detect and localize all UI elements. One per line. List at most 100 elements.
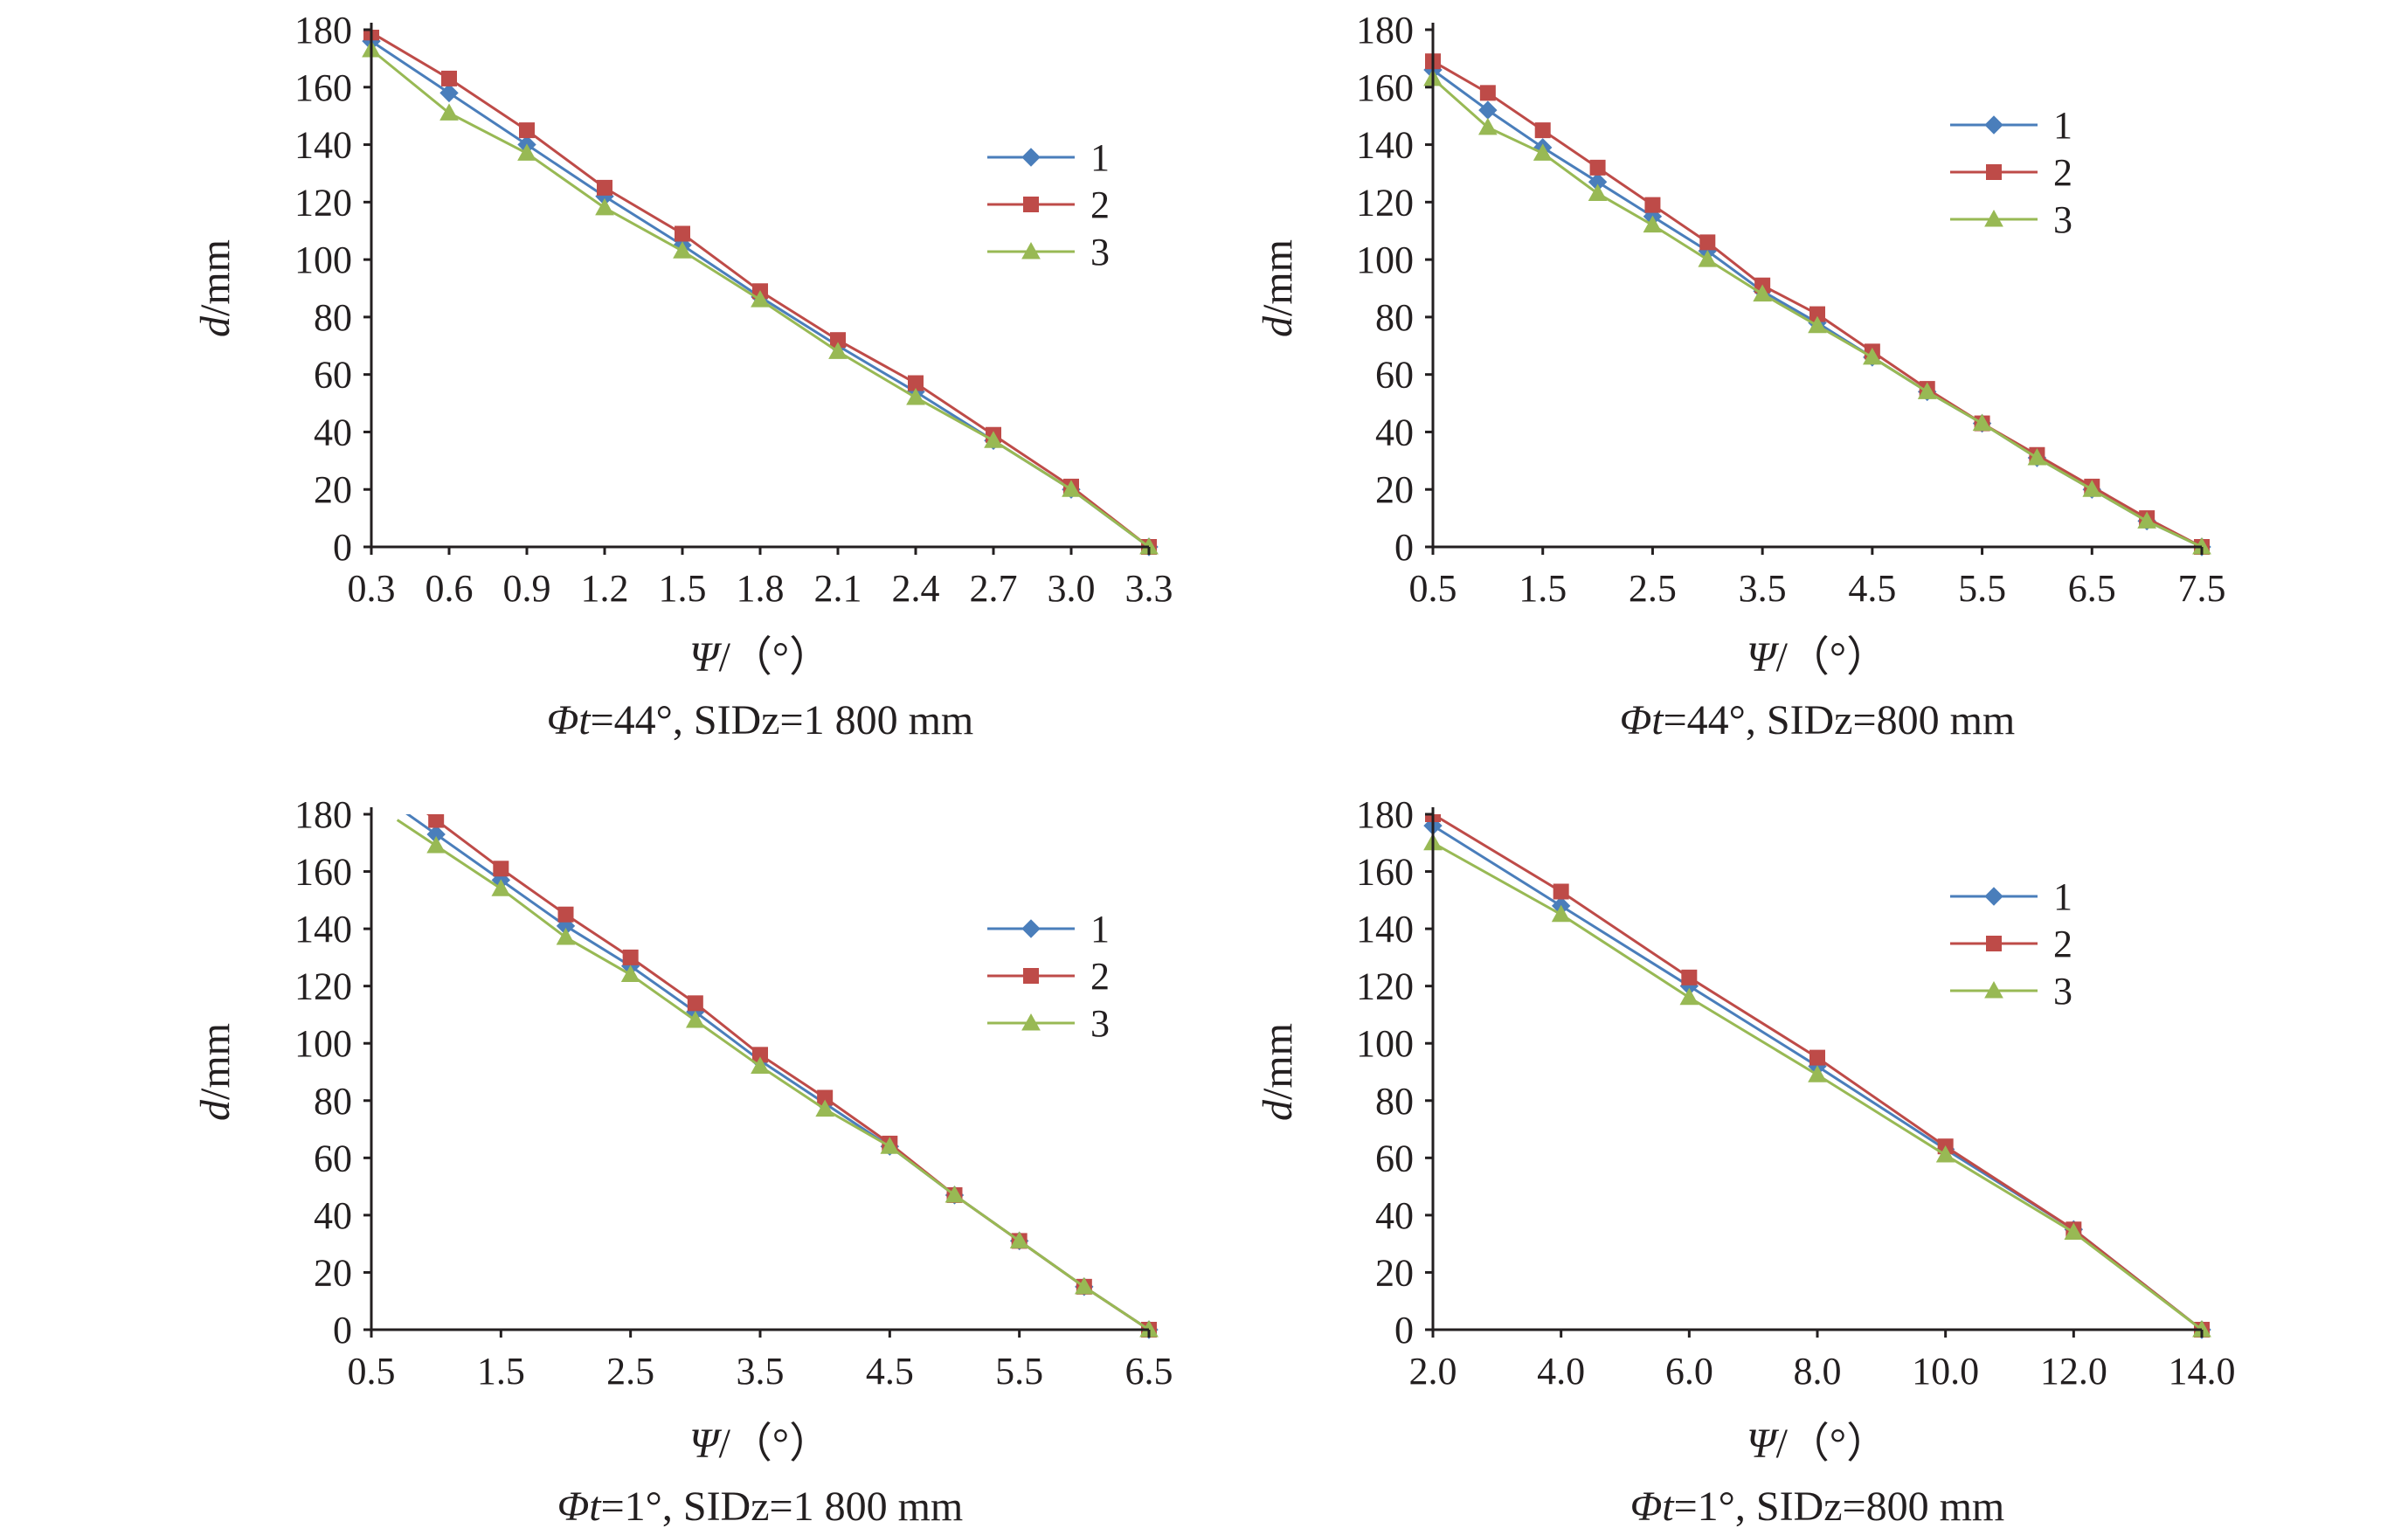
legend-label-3: 3: [1090, 231, 1110, 273]
legend-marker-3: [1984, 209, 2003, 227]
y-tick-label: 160: [1356, 851, 1414, 894]
y-axis-label-unit: /mm: [1255, 239, 1301, 316]
panel-caption: Φt=44°, SIDz=800 mm: [1620, 697, 2016, 743]
data-point-2: [1534, 122, 1551, 139]
series-line-2: [426, 814, 1150, 1331]
x-tick-label: 4.5: [866, 1350, 914, 1393]
y-tick-label: 140: [294, 124, 352, 167]
y-axis-label: d/mm: [192, 239, 239, 337]
x-tick-label: 1.8: [737, 567, 785, 610]
y-tick-label: 160: [1356, 66, 1414, 109]
data-point-2: [441, 70, 457, 86]
panel-caption: Φt=1°, SIDz=800 mm: [1630, 1483, 2005, 1530]
series-3: [362, 39, 1159, 555]
data-point-3: [984, 431, 1003, 448]
y-axis-label-unit: /mm: [1255, 1023, 1301, 1100]
x-tick-label: 6.5: [2068, 567, 2116, 610]
data-point-2: [557, 906, 574, 923]
legend: 123: [1950, 104, 2072, 241]
legend: 123: [987, 908, 1110, 1045]
y-tick-label: 20: [1375, 468, 1414, 511]
chart-panel-1: 0 20 40 60 80 100 120 140 160 180 0.3 0.6 0.9 1.2 1.5 1…: [192, 9, 1173, 743]
data-point-3: [1698, 250, 1718, 267]
y-tick-label: 140: [1356, 908, 1414, 951]
series-3: [1423, 833, 2211, 1338]
x-tick-label: 1.5: [659, 567, 707, 610]
panel-caption-rest: =44°, SIDz=1 800 mm: [591, 697, 974, 743]
series-2: [1425, 53, 2210, 555]
data-point-2: [1644, 197, 1661, 213]
legend-marker-1: [1021, 148, 1041, 167]
y-tick-label: 0: [1394, 1309, 1414, 1352]
x-tick-label: 6.0: [1665, 1350, 1713, 1393]
data-point-3: [880, 1137, 900, 1154]
x-tick-label: 3.5: [737, 1350, 785, 1393]
legend: 123: [1950, 875, 2072, 1013]
data-point-1: [439, 83, 459, 103]
y-tick-label: 20: [314, 468, 352, 511]
y-tick-label: 40: [1375, 1194, 1414, 1237]
data-point-2: [493, 861, 509, 877]
x-tick-label: 1.5: [1519, 567, 1567, 610]
panel-caption-rest: =1°, SIDz=1 800 mm: [601, 1483, 964, 1530]
y-tick-label: 120: [294, 965, 352, 1008]
x-tick-label: 3.0: [1048, 567, 1096, 610]
data-point-3: [815, 1099, 835, 1117]
y-tick-label: 180: [1356, 9, 1414, 52]
data-point-3: [426, 836, 446, 854]
y-tick-label: 100: [294, 239, 352, 281]
data-point-3: [1478, 117, 1498, 135]
y-axis-label-var: d: [1255, 1099, 1301, 1121]
data-point-3: [751, 1056, 770, 1074]
x-tick-label: 0.5: [1409, 567, 1457, 610]
legend-marker-1: [1984, 115, 2003, 135]
panel-caption-rest: =1°, SIDz=800 mm: [1674, 1483, 2005, 1530]
legend-marker-2: [1023, 197, 1039, 212]
x-axis-label-var: Ψ: [689, 634, 723, 681]
data-point-3: [1917, 382, 1937, 399]
data-point-3: [2137, 511, 2156, 529]
y-tick-label: 180: [1356, 793, 1414, 836]
data-point-3: [491, 879, 511, 896]
y-tick-label: 40: [1375, 411, 1414, 453]
y-tick-label: 80: [1375, 1080, 1414, 1123]
x-tick-label: 5.5: [1958, 567, 2006, 610]
x-tick-label: 2.5: [1629, 567, 1677, 610]
data-point-3: [1808, 315, 1827, 334]
data-point-3: [945, 1185, 965, 1203]
data-point-2: [1699, 234, 1716, 251]
panel-caption: Φt=44°, SIDz=1 800 mm: [547, 697, 974, 743]
x-tick-label: 4.5: [1848, 567, 1896, 610]
y-tick-label: 60: [1375, 354, 1414, 397]
x-tick-label: 2.7: [970, 567, 1018, 610]
legend-marker-2: [1023, 968, 1039, 984]
y-tick-label: 120: [1356, 965, 1414, 1008]
y-axis-label: d/mm: [192, 1023, 239, 1121]
legend-label-2: 2: [2053, 151, 2072, 194]
data-point-3: [1679, 987, 1699, 1006]
data-point-2: [428, 814, 445, 828]
y-tick-label: 180: [294, 793, 352, 836]
legend-label-2: 2: [1090, 955, 1110, 998]
y-tick-label: 80: [314, 296, 352, 339]
y-tick-label: 40: [314, 411, 352, 453]
data-point-2: [1553, 883, 1569, 900]
data-point-3: [1551, 904, 1571, 923]
x-tick-label: 0.6: [426, 567, 474, 610]
y-tick-label: 0: [333, 1309, 352, 1352]
y-tick-label: 140: [294, 908, 352, 951]
data-point-3: [1643, 215, 1663, 233]
x-tick-label: 3.3: [1125, 567, 1173, 610]
data-point-2: [675, 225, 690, 242]
x-tick-label: 0.5: [348, 1350, 396, 1393]
y-tick-label: 0: [333, 526, 352, 569]
legend-label-2: 2: [2053, 923, 2072, 965]
x-axis-label-var: Ψ: [689, 1421, 723, 1467]
x-tick-label: 1.2: [581, 567, 629, 610]
y-tick-label: 100: [1356, 1022, 1414, 1065]
data-point-3: [517, 143, 536, 161]
x-tick-label: 0.9: [503, 567, 551, 610]
y-tick-label: 100: [1356, 239, 1414, 281]
